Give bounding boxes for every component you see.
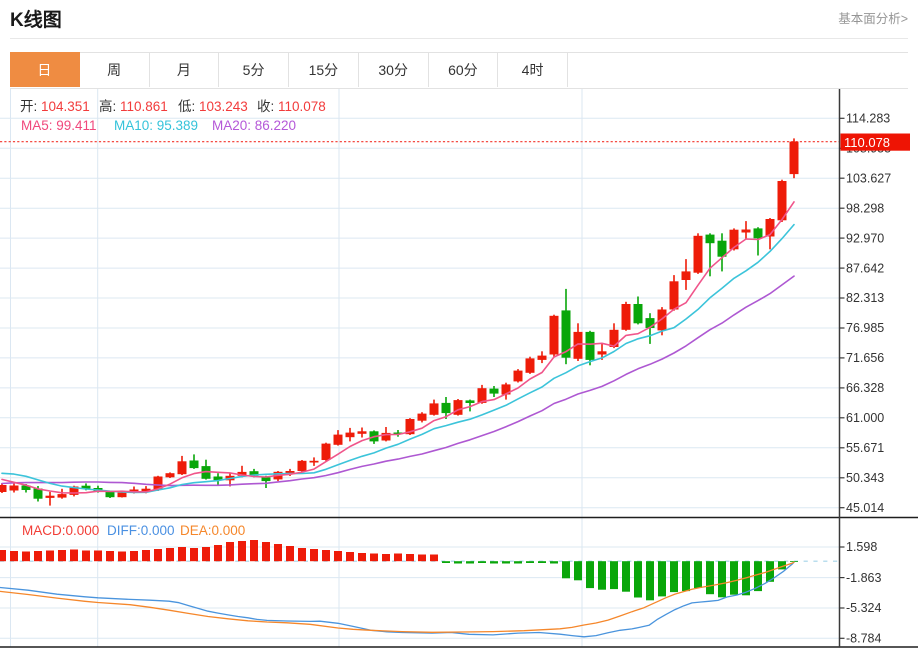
- svg-text:45.014: 45.014: [846, 501, 884, 515]
- svg-text:110.078: 110.078: [844, 135, 890, 150]
- svg-text:55.671: 55.671: [846, 441, 884, 455]
- svg-text:1.598: 1.598: [846, 540, 877, 554]
- svg-text:87.642: 87.642: [846, 261, 884, 275]
- svg-text:114.283: 114.283: [846, 112, 890, 126]
- svg-text:66.328: 66.328: [846, 381, 884, 395]
- svg-text:82.313: 82.313: [846, 291, 884, 305]
- svg-text:61.000: 61.000: [846, 411, 884, 425]
- svg-text:98.298: 98.298: [846, 201, 884, 215]
- svg-text:-8.784: -8.784: [846, 632, 881, 646]
- svg-text:92.970: 92.970: [846, 231, 884, 245]
- svg-text:103.627: 103.627: [846, 171, 891, 185]
- svg-text:76.985: 76.985: [846, 321, 884, 335]
- svg-text:50.343: 50.343: [846, 471, 884, 485]
- svg-text:-5.324: -5.324: [846, 601, 881, 615]
- svg-text:-1.863: -1.863: [846, 571, 881, 585]
- svg-text:71.656: 71.656: [846, 351, 884, 365]
